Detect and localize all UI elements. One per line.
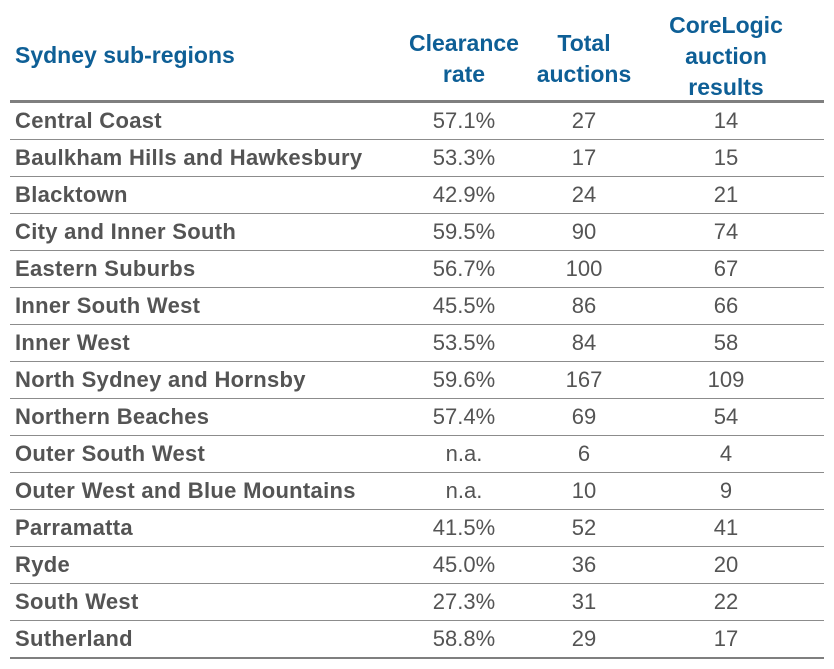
header-total-line-1: Total <box>557 30 611 56</box>
table-row: Eastern Suburbs 56.7% 100 67 <box>10 251 824 288</box>
cell-clearance-rate: 53.3% <box>432 145 496 170</box>
cell-total-auctions: 17 <box>571 145 597 170</box>
cell-corelogic-results: 9 <box>719 478 733 503</box>
header-total-line-2: auctions <box>536 61 632 87</box>
table-row: Blacktown 42.9% 24 21 <box>10 177 824 214</box>
cell-corelogic-results: 67 <box>713 256 739 281</box>
header-clearance-line-1: Clearance <box>409 30 519 56</box>
table-row: Northern Beaches 57.4% 69 54 <box>10 399 824 436</box>
cell-region: City and Inner South <box>15 219 237 244</box>
header-corelogic-line-3: results <box>688 74 764 100</box>
cell-corelogic-results: 109 <box>707 367 745 392</box>
table-row: Outer West and Blue Mountains n.a. 10 9 <box>10 473 824 510</box>
table-row: Inner West 53.5% 84 58 <box>10 325 824 362</box>
table-row: Ryde 45.0% 36 20 <box>10 547 824 584</box>
cell-clearance-rate: n.a. <box>445 478 483 503</box>
cell-region: Eastern Suburbs <box>15 256 196 281</box>
header-clearance-line-2: rate <box>442 61 486 87</box>
table-row: Parramatta 41.5% 52 41 <box>10 510 824 547</box>
cell-region: Outer South West <box>15 441 206 466</box>
cell-corelogic-results: 58 <box>713 330 739 355</box>
cell-region: Sutherland <box>15 626 133 651</box>
cell-clearance-rate: 53.5% <box>432 330 496 355</box>
cell-corelogic-results: 74 <box>713 219 739 244</box>
cell-clearance-rate: 56.7% <box>432 256 496 281</box>
cell-corelogic-results: 41 <box>713 515 739 540</box>
cell-region: Outer West and Blue Mountains <box>15 478 356 503</box>
cell-region: North Sydney and Hornsby <box>15 367 306 392</box>
cell-region: Ryde <box>15 552 70 577</box>
cell-total-auctions: 27 <box>571 108 597 133</box>
cell-corelogic-results: 14 <box>713 108 739 133</box>
header-region: Sydney sub-regions <box>15 40 235 71</box>
header-corelogic-line-1: CoreLogic <box>669 12 783 38</box>
header-corelogic-line-2: auction <box>685 43 767 69</box>
header-clearance-rate: Clearance rate <box>398 28 530 90</box>
cell-total-auctions: 69 <box>571 404 597 429</box>
cell-clearance-rate: n.a. <box>445 441 483 466</box>
header-region-line: Sydney sub-regions <box>15 42 235 68</box>
cell-total-auctions: 24 <box>571 182 597 207</box>
cell-corelogic-results: 20 <box>713 552 739 577</box>
cell-clearance-rate: 41.5% <box>432 515 496 540</box>
cell-region: Central Coast <box>15 108 162 133</box>
cell-total-auctions: 167 <box>565 367 603 392</box>
cell-clearance-rate: 58.8% <box>432 626 496 651</box>
cell-total-auctions: 52 <box>571 515 597 540</box>
cell-corelogic-results: 15 <box>713 145 739 170</box>
cell-clearance-rate: 59.5% <box>432 219 496 244</box>
table-row: Central Coast 57.1% 27 14 <box>10 103 824 140</box>
table-row: Sutherland 58.8% 29 17 <box>10 621 824 659</box>
cell-clearance-rate: 27.3% <box>432 589 496 614</box>
cell-total-auctions: 6 <box>577 441 591 466</box>
cell-region: Inner West <box>15 330 131 355</box>
cell-total-auctions: 100 <box>565 256 603 281</box>
cell-clearance-rate: 57.1% <box>432 108 496 133</box>
cell-clearance-rate: 45.5% <box>432 293 496 318</box>
cell-clearance-rate: 59.6% <box>432 367 496 392</box>
cell-total-auctions: 36 <box>571 552 597 577</box>
table-row: South West 27.3% 31 22 <box>10 584 824 621</box>
cell-region: South West <box>15 589 139 614</box>
header-corelogic-results: CoreLogic auction results <box>646 10 806 103</box>
table-row: Inner South West 45.5% 86 66 <box>10 288 824 325</box>
cell-corelogic-results: 54 <box>713 404 739 429</box>
cell-total-auctions: 29 <box>571 626 597 651</box>
header-divider <box>10 100 824 103</box>
header-total-auctions: Total auctions <box>530 28 638 90</box>
table-row: Baulkham Hills and Hawkesbury 53.3% 17 15 <box>10 140 824 177</box>
cell-total-auctions: 84 <box>571 330 597 355</box>
cell-clearance-rate: 42.9% <box>432 182 496 207</box>
cell-corelogic-results: 66 <box>713 293 739 318</box>
cell-total-auctions: 90 <box>571 219 597 244</box>
table-row: City and Inner South 59.5% 90 74 <box>10 214 824 251</box>
table-row: Outer South West n.a. 6 4 <box>10 436 824 473</box>
auction-results-table: Sydney sub-regions Clearance rate Total … <box>10 0 824 659</box>
cell-total-auctions: 31 <box>571 589 597 614</box>
cell-corelogic-results: 17 <box>713 626 739 651</box>
table-header: Sydney sub-regions Clearance rate Total … <box>10 0 824 103</box>
table-row: North Sydney and Hornsby 59.6% 167 109 <box>10 362 824 399</box>
cell-corelogic-results: 22 <box>713 589 739 614</box>
table-body: Central Coast 57.1% 27 14 Baulkham Hills and… <box>10 103 824 659</box>
cell-corelogic-results: 4 <box>719 441 733 466</box>
cell-clearance-rate: 57.4% <box>432 404 496 429</box>
cell-region: Northern Beaches <box>15 404 210 429</box>
cell-region: Parramatta <box>15 515 133 540</box>
cell-region: Baulkham Hills and Hawkesbury <box>15 145 363 170</box>
cell-region: Blacktown <box>15 182 128 207</box>
cell-clearance-rate: 45.0% <box>432 552 496 577</box>
cell-total-auctions: 86 <box>571 293 597 318</box>
cell-corelogic-results: 21 <box>713 182 739 207</box>
cell-total-auctions: 10 <box>571 478 597 503</box>
cell-region: Inner South West <box>15 293 201 318</box>
